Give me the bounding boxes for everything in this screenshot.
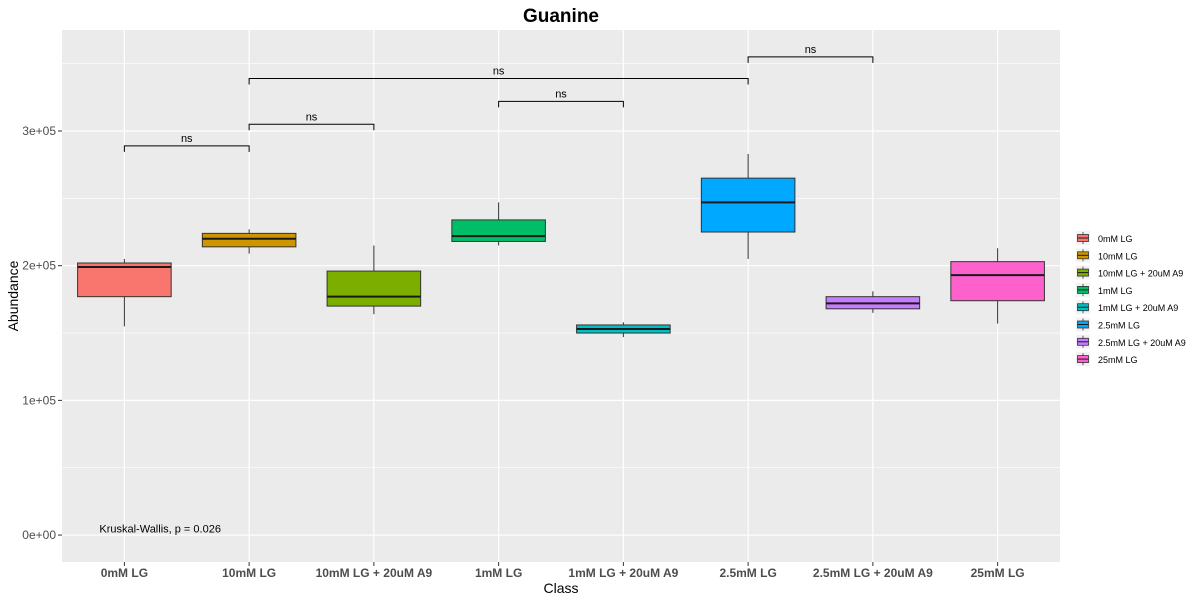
x-tick-label: 1mM LG + 20uM A9: [568, 566, 678, 580]
y-axis-title: Abundance: [5, 260, 21, 331]
legend-entry-7: 25mM LG: [1076, 352, 1138, 367]
box-1: [201, 229, 297, 254]
box-6: [825, 291, 921, 313]
chart-title: Guanine: [523, 6, 599, 27]
legend-entry-2: 10mM LG + 20uM A9: [1076, 265, 1183, 280]
box-4: [576, 322, 671, 338]
bracket-line: [248, 77, 749, 85]
y-tick-label: 0e+00: [22, 528, 56, 542]
kruskal-wallis-annotation: Kruskal-Wallis, p = 0.026: [99, 523, 221, 535]
bracket-line: [747, 56, 874, 63]
comparison-1: ns: [248, 111, 375, 131]
legend-label: 2.5mM LG: [1098, 321, 1140, 331]
significance-label: ns: [555, 88, 567, 100]
box-5: [700, 153, 796, 259]
significance-label: ns: [181, 133, 193, 145]
box-body: [77, 262, 172, 298]
significance-label: ns: [306, 111, 318, 123]
legend-label: 10mM LG: [1098, 251, 1138, 261]
legend-entry-4: 1mM LG + 20uM A9: [1076, 300, 1178, 315]
box-2: [326, 245, 422, 315]
legend-entry-6: 2.5mM LG + 20uM A9: [1076, 334, 1186, 349]
y-tick-label: 1e+05: [22, 393, 56, 407]
y-axis: 0e+00 1e+05 2e+05 3e+05: [22, 124, 62, 542]
x-tick-label: 10mM LG: [222, 566, 276, 580]
box-body: [326, 270, 422, 307]
minor-gridlines: [62, 63, 1060, 469]
legend-label: 1mM LG + 20uM A9: [1098, 303, 1178, 313]
box-3: [451, 202, 546, 246]
boxes: [77, 153, 1045, 338]
significance-label: ns: [493, 65, 505, 77]
comparison-3: ns: [248, 65, 749, 85]
x-tick-label: 2.5mM LG + 20uM A9: [813, 566, 933, 580]
legend: 0mM LG 10mM LG 10mM LG + 20uM A9 1mM LG 1mM …: [1076, 231, 1186, 367]
significance-label: ns: [805, 44, 817, 56]
x-tick-label: 1mM LG: [475, 566, 522, 580]
comparison-4: ns: [747, 44, 874, 63]
box-7: [950, 248, 1045, 324]
legend-label: 10mM LG + 20uM A9: [1098, 269, 1183, 279]
x-tick-label: 2.5mM LG: [719, 566, 776, 580]
y-tick-label: 3e+05: [22, 124, 56, 138]
box-body: [451, 219, 546, 242]
comparison-0: ns: [123, 133, 250, 152]
box-0: [77, 258, 172, 327]
legend-entry-5: 2.5mM LG: [1076, 317, 1140, 332]
legend-label: 25mM LG: [1098, 355, 1138, 365]
legend-label: 1mM LG: [1098, 286, 1133, 296]
x-tick-label: 0mM LG: [101, 566, 148, 580]
comparison-brackets: ns ns ns ns ns: [123, 44, 874, 152]
plot-panel: [62, 30, 1060, 562]
x-axis: 0mM LG 10mM LG 10mM LG + 20uM A9 1mM LG 1mM …: [101, 562, 1025, 580]
legend-entry-3: 1mM LG: [1076, 282, 1133, 297]
legend-label: 2.5mM LG + 20uM A9: [1098, 338, 1186, 348]
comparison-2: ns: [498, 88, 624, 108]
x-axis-title: Class: [543, 580, 578, 596]
box-body: [700, 177, 796, 233]
bracket-line: [498, 100, 624, 108]
legend-label: 0mM LG: [1098, 234, 1133, 244]
box-body: [950, 261, 1045, 302]
legend-entry-0: 0mM LG: [1076, 231, 1133, 245]
x-tick-label: 25mM LG: [971, 566, 1025, 580]
legend-entry-1: 10mM LG: [1076, 248, 1138, 263]
x-tick-label: 10mM LG + 20uM A9: [316, 566, 433, 580]
bracket-line: [123, 145, 250, 152]
bracket-line: [248, 123, 375, 131]
box-body: [201, 232, 297, 248]
y-tick-label: 2e+05: [22, 259, 56, 273]
